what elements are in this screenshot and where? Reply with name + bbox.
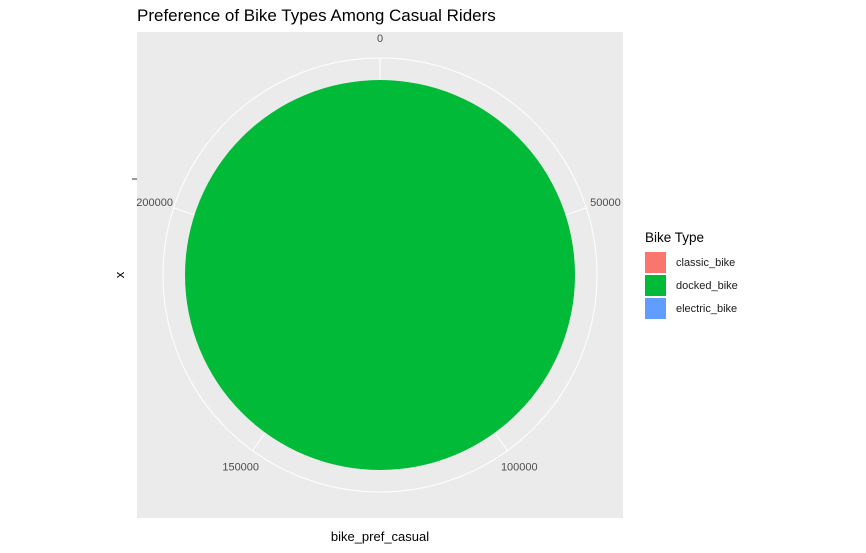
angle-tick-labels: 0 50000 100000 150000 200000 <box>136 33 620 474</box>
y-axis-title: x <box>112 271 127 278</box>
legend-swatch <box>645 252 666 273</box>
pie-slices <box>185 80 575 470</box>
tick-label: 50000 <box>590 197 621 209</box>
tick-label: 200000 <box>136 197 173 209</box>
legend-label: electric_bike <box>676 302 738 315</box>
tick-label: 100000 <box>501 462 538 474</box>
tick-label: 150000 <box>222 462 259 474</box>
legend-label: docked_bike <box>676 279 738 292</box>
legend-items: classic_bike docked_bike electric_bike <box>645 251 738 320</box>
legend-item-docked-bike: docked_bike <box>645 274 738 297</box>
legend-label: classic_bike <box>676 256 736 269</box>
legend-title: Bike Type <box>645 230 705 245</box>
tick-label: 0 <box>377 33 383 45</box>
legend-swatch <box>645 298 666 319</box>
chart-title: Preference of Bike Types Among Casual Ri… <box>137 6 496 25</box>
legend-item-classic-bike: classic_bike <box>645 251 738 274</box>
slice-docked-bike <box>185 80 575 470</box>
legend-item-electric-bike: electric_bike <box>645 297 738 320</box>
legend-swatch <box>645 275 666 296</box>
x-axis-title: bike_pref_casual <box>331 529 429 544</box>
